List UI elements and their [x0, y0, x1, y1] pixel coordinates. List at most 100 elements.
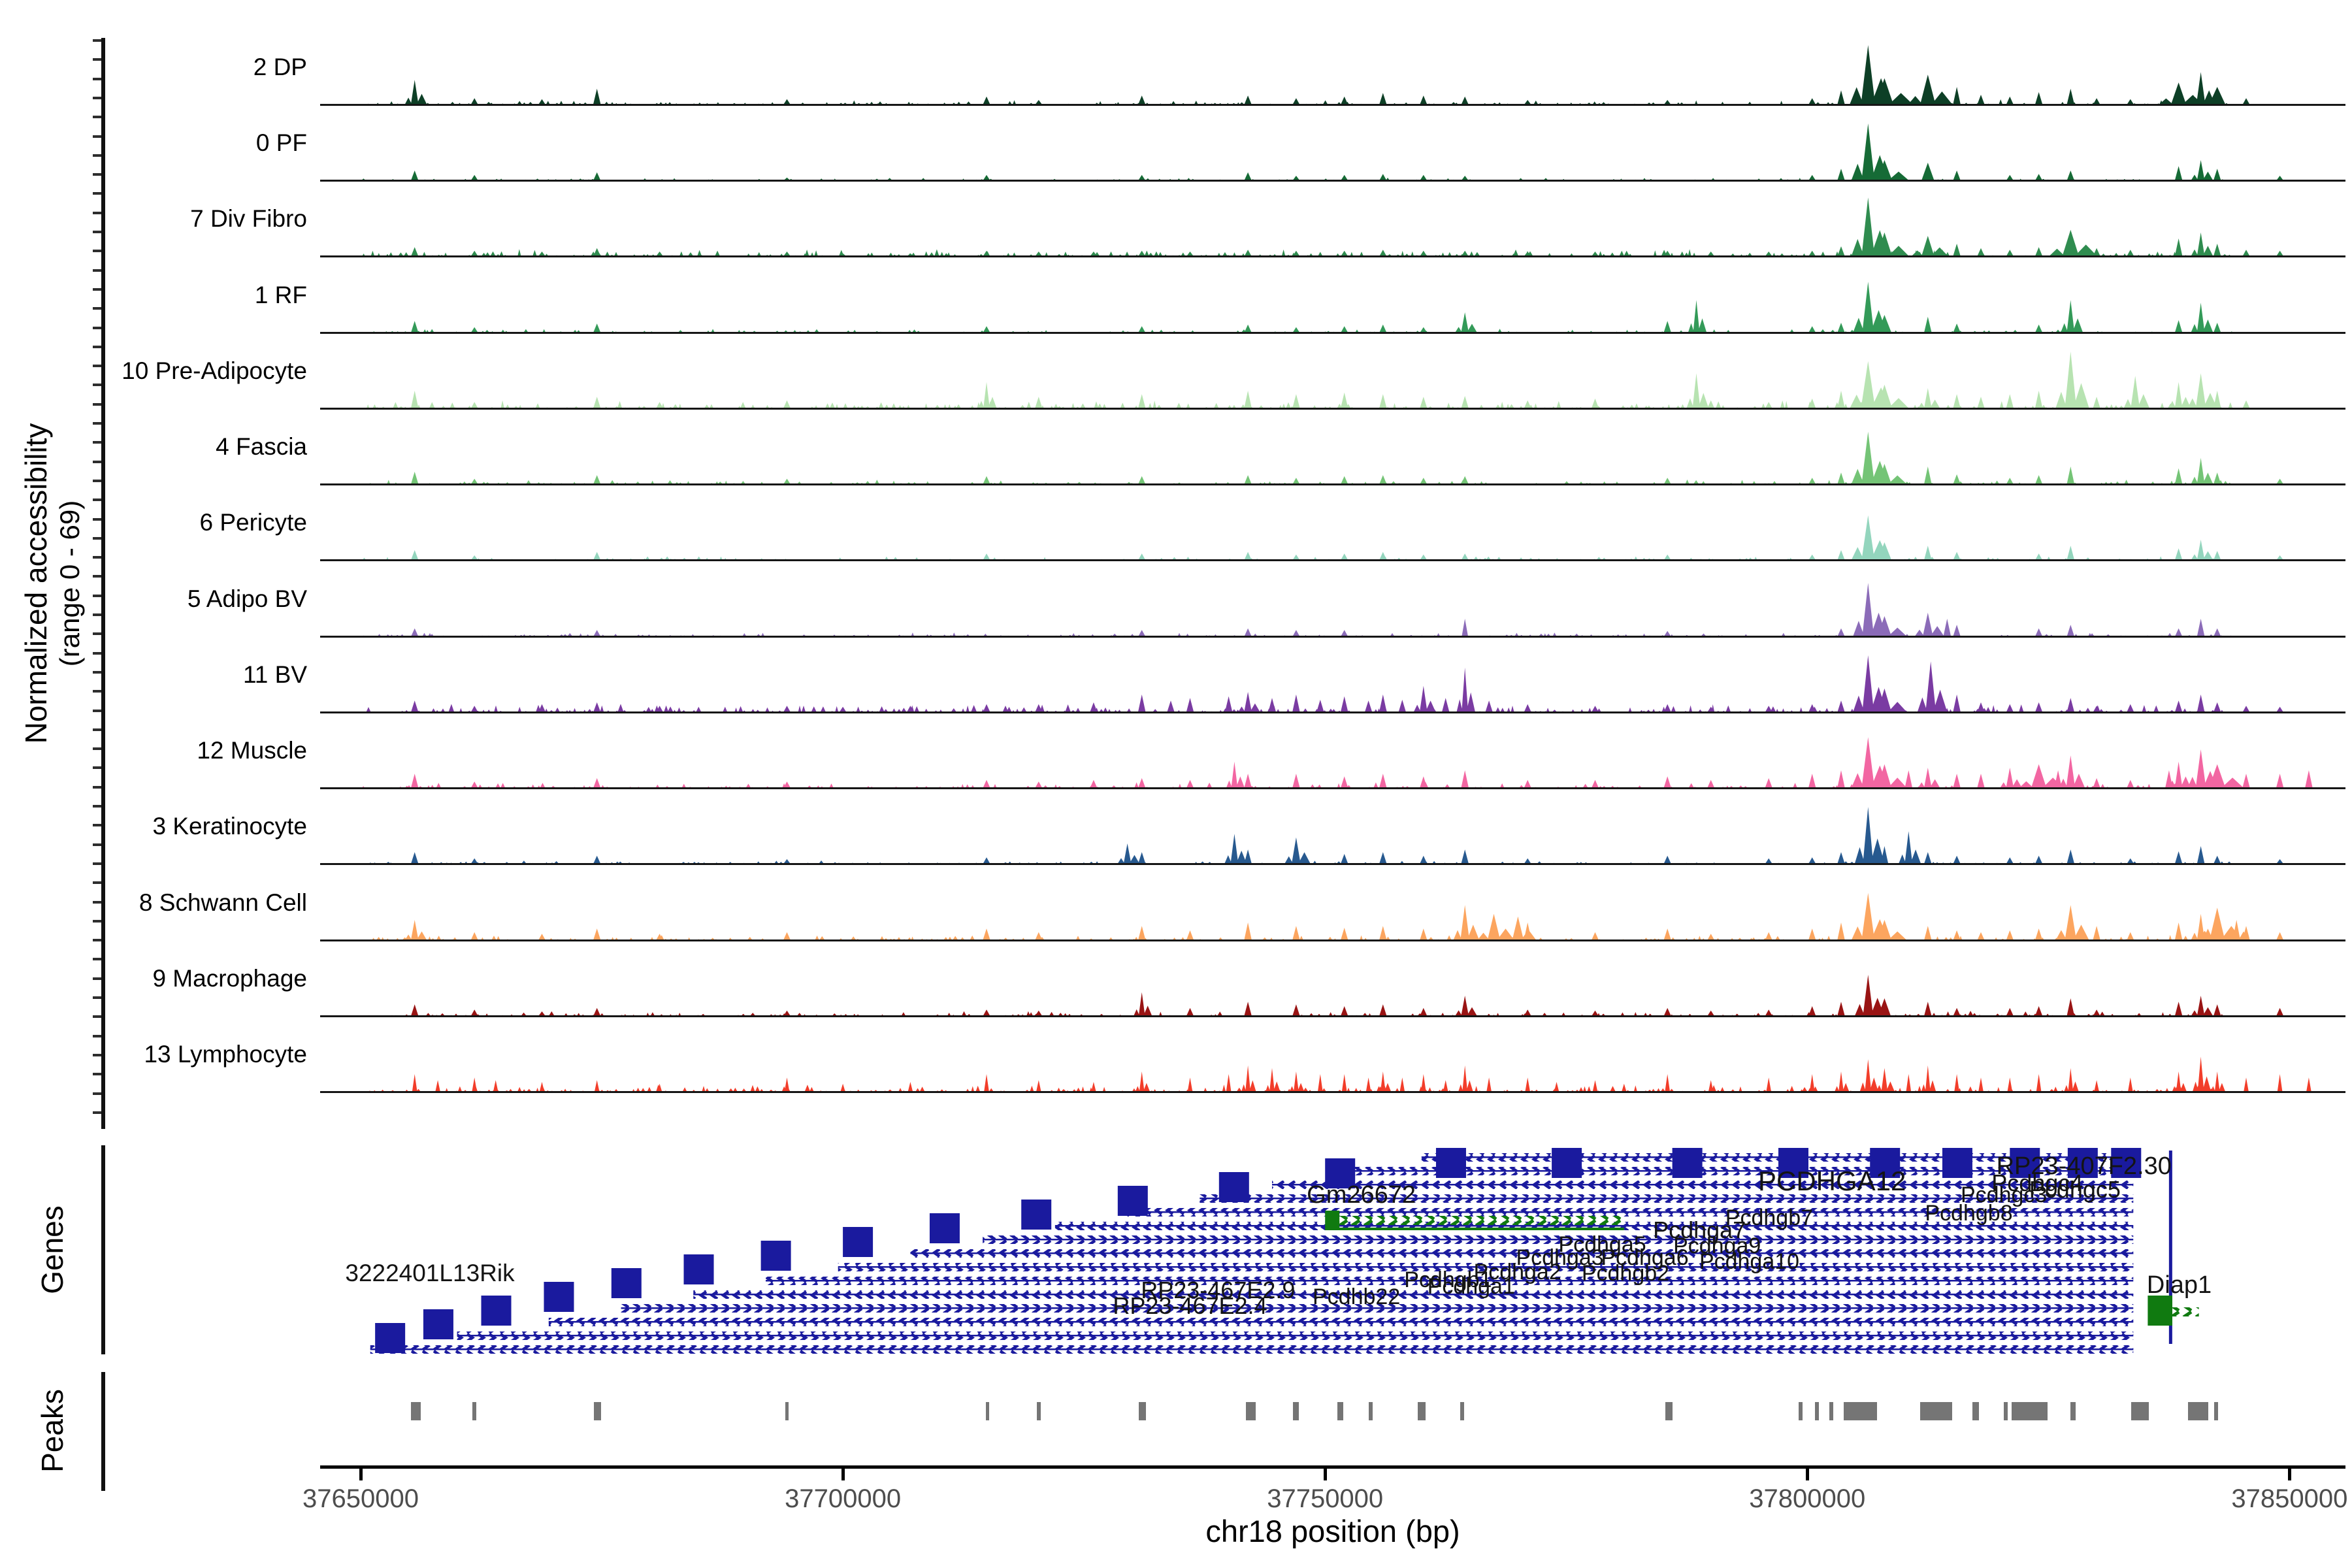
y-axis-tick: [93, 939, 101, 942]
track-signal-12-muscle: [361, 737, 2313, 789]
y-axis-tick: [93, 517, 101, 521]
peak-mark: [1368, 1402, 1373, 1420]
track-signal-3-keratinocyte: [368, 807, 2284, 865]
peak-mark: [2012, 1402, 2048, 1420]
y-axis-tick: [93, 862, 101, 865]
gene-label-pcdhgb1: Pcdhgb1: [1404, 1267, 1492, 1292]
gene-label-pcdhgb8: Pcdhgb8: [1925, 1201, 2013, 1226]
x-axis-tick-label: 37750000: [1267, 1484, 1384, 1513]
peak-mark: [2131, 1402, 2149, 1420]
peak-mark: [1799, 1402, 1803, 1420]
track-baseline: [320, 407, 2345, 410]
genes-axis-line: [101, 1145, 105, 1354]
track-label-11-bv: 11 BV: [242, 661, 307, 688]
y-axis-tick: [93, 1092, 101, 1095]
track-label-7-div-fibro: 7 Div Fibro: [190, 205, 307, 233]
y-axis-tick: [93, 231, 101, 233]
track-label-6-pericyte: 6 Pericyte: [199, 509, 307, 536]
y-axis-tick: [93, 345, 101, 348]
track-label-4-fascia: 4 Fascia: [216, 433, 307, 461]
x-axis-tick-label: 37650000: [302, 1484, 419, 1513]
gene-label-pcdhga10: Pcdhga10: [1699, 1249, 1800, 1274]
track-signal-13-lymphocyte: [368, 1056, 2311, 1092]
peak-mark: [1665, 1402, 1673, 1420]
peak-mark: [1417, 1402, 1426, 1420]
track-signal-2-dp: [365, 45, 2250, 105]
x-axis-tick-label: 37800000: [1749, 1484, 1866, 1513]
track-signal-10-pre-adipocyte: [366, 351, 2251, 409]
track-baseline: [320, 1090, 2345, 1093]
y-axis-tick: [93, 1073, 101, 1076]
y-axis-tick: [93, 594, 101, 597]
gene-label-pcdhgb2: Pcdhgb2: [1581, 1261, 1670, 1286]
y-axis-tick: [93, 269, 101, 272]
track-signal-6-pericyte: [361, 515, 2284, 561]
x-axis-tick: [1324, 1469, 1328, 1480]
peak-mark: [472, 1402, 477, 1420]
y-axis-tick: [93, 154, 101, 157]
y-axis-tick: [93, 250, 101, 253]
peak-mark: [2070, 1402, 2076, 1420]
y-axis-tick: [93, 402, 101, 406]
y-axis-tick: [93, 384, 101, 387]
y-axis-tick: [93, 96, 101, 99]
track-baseline: [320, 635, 2345, 638]
y-axis-tick: [93, 805, 101, 808]
track-baseline: [320, 255, 2345, 258]
track-baseline: [320, 180, 2345, 182]
track-label-5-adipo-bv: 5 Adipo BV: [187, 585, 307, 612]
peaks-axis-line: [101, 1372, 105, 1491]
y-axis-tick: [93, 843, 101, 846]
y-axis-tick: [93, 1053, 101, 1056]
peak-mark: [410, 1402, 421, 1420]
gene-label-gm26672: Gm26672: [1307, 1181, 1416, 1209]
peak-mark: [1920, 1402, 1952, 1420]
track-baseline: [320, 331, 2345, 334]
y-axis-tick: [93, 690, 101, 693]
track-label-10-pre-adipocyte: 10 Pre-Adipocyte: [122, 357, 307, 384]
gene-label-pcdhga1: Pcdhga1: [1427, 1274, 1515, 1299]
gene-label-diap1: Diap1: [2146, 1271, 2212, 1299]
x-axis-tick: [841, 1469, 845, 1480]
gene-label-pcdhgb7: Pcdhgb7: [1725, 1205, 1814, 1230]
track-baseline: [320, 787, 2345, 790]
y-axis-tick: [93, 900, 101, 904]
peak-mark: [1246, 1402, 1256, 1420]
y-axis-tick: [93, 536, 101, 540]
track-signal-8-schwann-cell: [371, 892, 2284, 941]
gene-label-pcdhga3: Pcdhga3: [1516, 1245, 1604, 1270]
gene-label-pcdhga2: Pcdhga2: [1473, 1260, 1561, 1284]
x-axis-tick-label: 37850000: [2231, 1484, 2348, 1513]
y-axis-tick: [93, 1111, 101, 1114]
y-axis-tick: [93, 996, 101, 999]
y-axis-tick: [93, 173, 101, 176]
gene-label-rp23-467e2.4: RP23-467E2.4: [1113, 1292, 1267, 1319]
y-axis-tick: [93, 766, 101, 770]
y-axis-tick: [93, 651, 101, 655]
y-axis-tick: [93, 58, 101, 61]
peak-mark: [1337, 1402, 1344, 1420]
gene-label-rp23-467e2.9: RP23-467E2.9: [1141, 1277, 1296, 1303]
y-axis-tick: [93, 422, 101, 425]
peak-mark: [2188, 1402, 2209, 1420]
track-baseline: [320, 939, 2345, 941]
peak-mark: [1293, 1402, 1299, 1420]
x-axis-tick: [1806, 1469, 1810, 1480]
gene-label-rp23-407f2.30: RP23-407F2.30: [1996, 1152, 2172, 1180]
y-axis-tick: [93, 460, 101, 463]
y-axis-tick: [93, 39, 101, 42]
peak-mark: [1829, 1402, 1834, 1420]
y-axis-tick: [93, 365, 101, 368]
track-baseline: [320, 104, 2345, 106]
peak-mark: [785, 1402, 789, 1420]
y-axis-tick: [93, 287, 101, 291]
y-axis-tick: [93, 747, 101, 751]
track-label-13-lymphocyte: 13 Lymphocyte: [144, 1040, 307, 1068]
y-axis-tick: [93, 824, 101, 827]
track-label-0-pf: 0 PF: [255, 129, 307, 157]
y-axis-tick: [93, 709, 101, 712]
y-axis-tick: [93, 192, 101, 195]
y-axis-tick: [93, 575, 101, 578]
track-label-3-keratinocyte: 3 Keratinocyte: [152, 813, 307, 840]
